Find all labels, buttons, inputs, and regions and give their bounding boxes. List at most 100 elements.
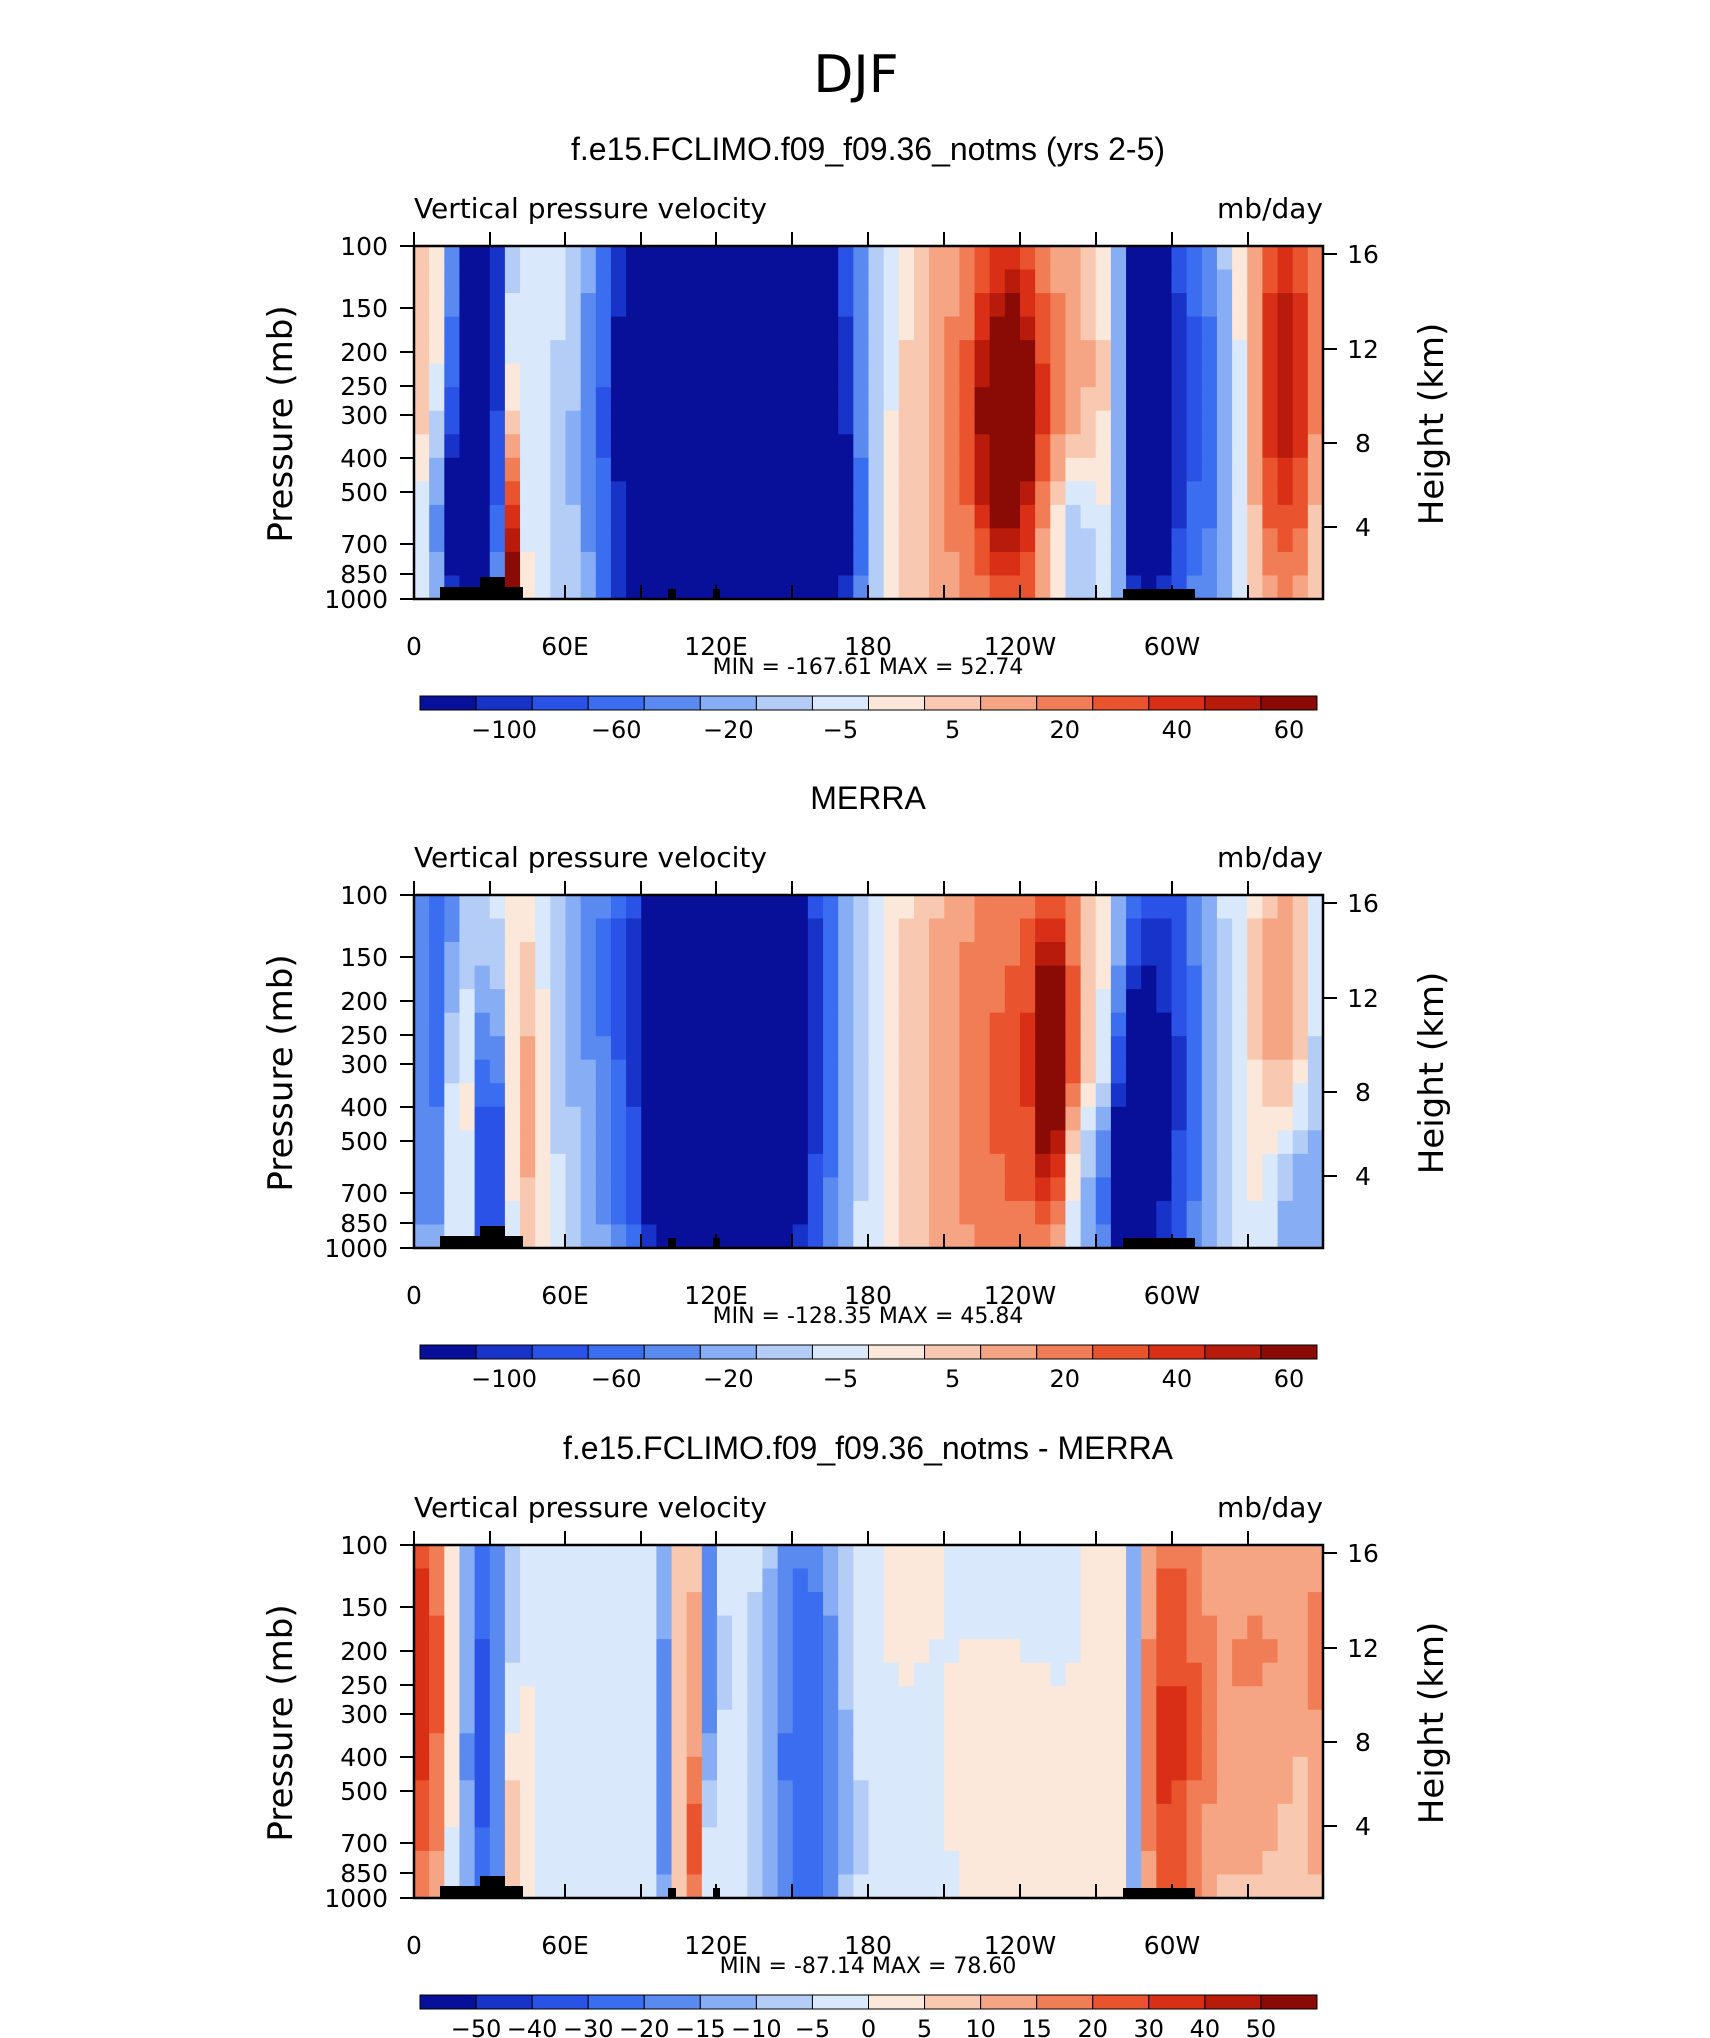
heatmap-cell [1126,481,1142,506]
heatmap-cell [974,293,991,318]
heatmap-cell [1035,895,1051,920]
heatmap-cell [1186,1803,1203,1828]
heatmap-cell [1171,965,1188,990]
heatmap-cell [1035,1780,1051,1805]
heatmap-cell [1141,410,1157,435]
heatmap-cell [1141,918,1157,943]
heatmap-cell [1232,340,1248,365]
heatmap-cell [959,942,976,967]
heatmap-cell [732,1059,748,1084]
heatmap-cell [595,1012,612,1037]
heatmap-cell [1186,989,1203,1014]
heatmap-cell [504,1130,521,1155]
heatmap-cell [1201,363,1218,388]
heatmap-cell [520,1803,536,1828]
heatmap-cell [1035,1059,1051,1084]
heatmap-cell [489,1686,506,1711]
heatmap-cell [807,1639,824,1664]
heatmap-cell [1262,1756,1279,1781]
heatmap-cell [1186,1177,1203,1202]
colorbar-swatch [643,1344,701,1360]
heatmap-cell [656,1639,673,1664]
heatmap-cell [762,918,779,943]
heatmap-cell [1307,918,1324,943]
heatmap-cell [1156,965,1173,990]
heatmap-cell [1020,1130,1036,1155]
heatmap-cell [474,293,491,318]
heatmap-cell [1247,1827,1263,1852]
heatmap-cell [610,504,627,529]
heatmap-cell [595,1059,612,1084]
heatmap-cell [444,1756,461,1781]
heatmap-cell [853,1200,870,1226]
heatmap-cell [853,1592,870,1617]
heatmap-cell [595,989,612,1014]
heatmap-cell [429,1592,445,1617]
heatmap-cell [1247,989,1263,1014]
heatmap-cell [550,293,567,318]
heatmap-cell [883,316,900,341]
heatmap-cell [959,1662,976,1687]
heatmap-cell [777,1083,794,1108]
colorbar-label: 50 [1246,2015,1277,2038]
heatmap-cell [1065,1059,1082,1084]
heatmap-cell [1171,1153,1188,1178]
heatmap-cell [929,965,945,990]
heatmap-cell [520,1780,536,1805]
heatmap-cell [868,1592,885,1617]
heatmap-cell [1065,1803,1082,1828]
heatmap-cell [1186,942,1203,967]
heatmap-cell [565,1827,582,1852]
heatmap-cell [414,1568,430,1593]
heatmap-cell [1110,551,1127,577]
heatmap-cell [1307,1615,1324,1640]
colorbar-swatch [1148,1344,1206,1360]
y-tick-label: 100 [340,881,388,910]
heatmap-cell [1247,528,1263,553]
heatmap-cell [989,1827,1006,1852]
heatmap-cell [838,363,854,388]
heatmap-cell [626,481,642,506]
heatmap-cell [565,1639,582,1664]
heatmap-cell [504,918,521,943]
heatmap-cell [686,457,703,482]
heatmap-cell [550,434,567,459]
heatmap-cell [474,918,491,943]
heatmap-cell [1292,340,1309,365]
heatmap-cell [853,1780,870,1805]
colorbar-label: 5 [917,2015,932,2038]
heatmap-cell [1035,965,1051,990]
heatmap-cell [474,1639,491,1664]
heatmap-cell [414,1615,430,1640]
heatmap-cell [838,989,854,1014]
heatmap-cell [610,340,627,365]
heatmap-cell [444,1780,461,1805]
heatmap-cell [838,504,854,529]
heatmap-cell [762,1803,779,1828]
y-tick-label: 700 [340,1179,388,1208]
heatmap-cell [838,316,854,341]
heatmap-cell [1277,1224,1294,1249]
heatmap-cell [717,1874,733,1899]
heatmap-cell [747,1083,764,1108]
heatmap-cell [1020,1083,1036,1108]
heatmap-cell [1201,387,1218,412]
heatmap-cell [898,1106,915,1131]
heatmap-cell [671,340,688,365]
heatmap-cell [641,1130,657,1155]
heatmap-cell [1307,363,1324,388]
heatmap-cell [489,1177,506,1202]
heatmap-cell [1186,1615,1203,1640]
topography [1123,589,1195,599]
heatmap-cell [762,504,779,529]
heatmap-cell [1080,528,1097,553]
heatmap-cell [807,1083,824,1108]
heatmap-cell [823,895,839,920]
heatmap-cell [792,1545,809,1570]
heatmap-cell [838,1662,854,1687]
heatmap-cell [1141,1200,1157,1226]
heatmap-cell [1262,1130,1279,1155]
heatmap-cell [959,1850,976,1876]
heatmap-cell [459,551,476,577]
heatmap-cell [1141,1639,1157,1664]
